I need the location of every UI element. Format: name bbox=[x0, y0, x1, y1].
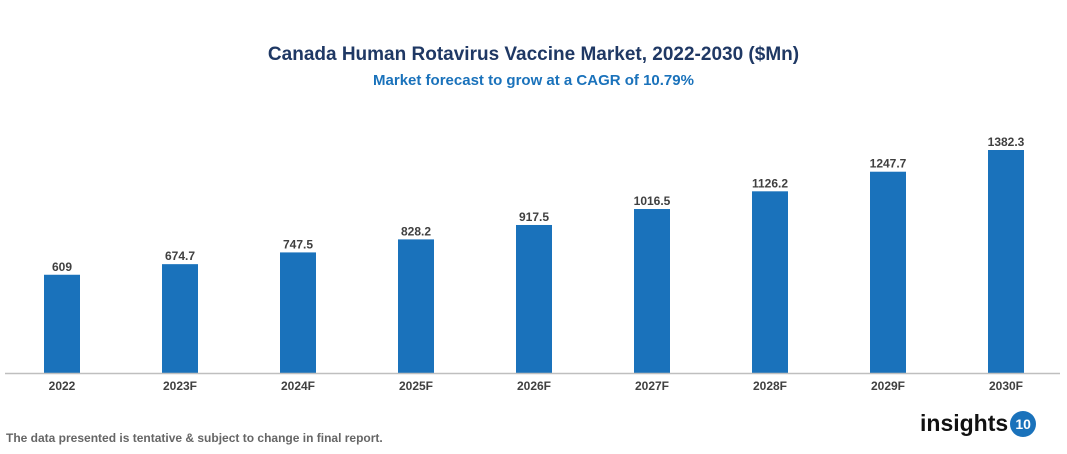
bar bbox=[516, 224, 552, 373]
data-label: 1016.5 bbox=[634, 194, 671, 208]
x-tick-label: 2026F bbox=[517, 379, 551, 393]
logo-text: insights bbox=[920, 410, 1009, 436]
bar bbox=[44, 274, 80, 373]
bar bbox=[870, 171, 906, 373]
bar bbox=[752, 191, 788, 373]
x-tick-label: 2029F bbox=[871, 379, 905, 393]
bar bbox=[988, 150, 1024, 373]
x-tick-label: 2025F bbox=[399, 379, 433, 393]
x-tick-label: 2024F bbox=[281, 379, 315, 393]
insights10-logo: insights 10 bbox=[920, 410, 1037, 437]
x-tick-label: 2027F bbox=[635, 379, 669, 393]
bar bbox=[398, 239, 434, 373]
data-label: 1247.7 bbox=[870, 157, 907, 171]
bar bbox=[280, 252, 316, 373]
x-tick-label: 2023F bbox=[163, 379, 197, 393]
disclaimer-note: The data presented is tentative & subjec… bbox=[6, 431, 383, 445]
x-tick-label: 2022 bbox=[49, 379, 76, 393]
data-label: 1382.3 bbox=[988, 135, 1025, 149]
data-label: 828.2 bbox=[401, 224, 431, 238]
data-label: 747.5 bbox=[283, 237, 313, 251]
data-label: 917.5 bbox=[519, 210, 549, 224]
bar bbox=[162, 264, 198, 373]
bar bbox=[634, 209, 670, 373]
chart-subtitle: Market forecast to grow at a CAGR of 10.… bbox=[373, 72, 694, 89]
x-tick-label: 2030F bbox=[989, 379, 1023, 393]
data-label: 674.7 bbox=[165, 249, 195, 263]
chart-title: Canada Human Rotavirus Vaccine Market, 2… bbox=[267, 44, 800, 65]
data-label: 609 bbox=[52, 260, 72, 274]
x-tick-label: 2028F bbox=[753, 379, 787, 393]
logo-badge: 10 bbox=[1010, 410, 1037, 437]
data-label: 1126.2 bbox=[752, 176, 788, 190]
